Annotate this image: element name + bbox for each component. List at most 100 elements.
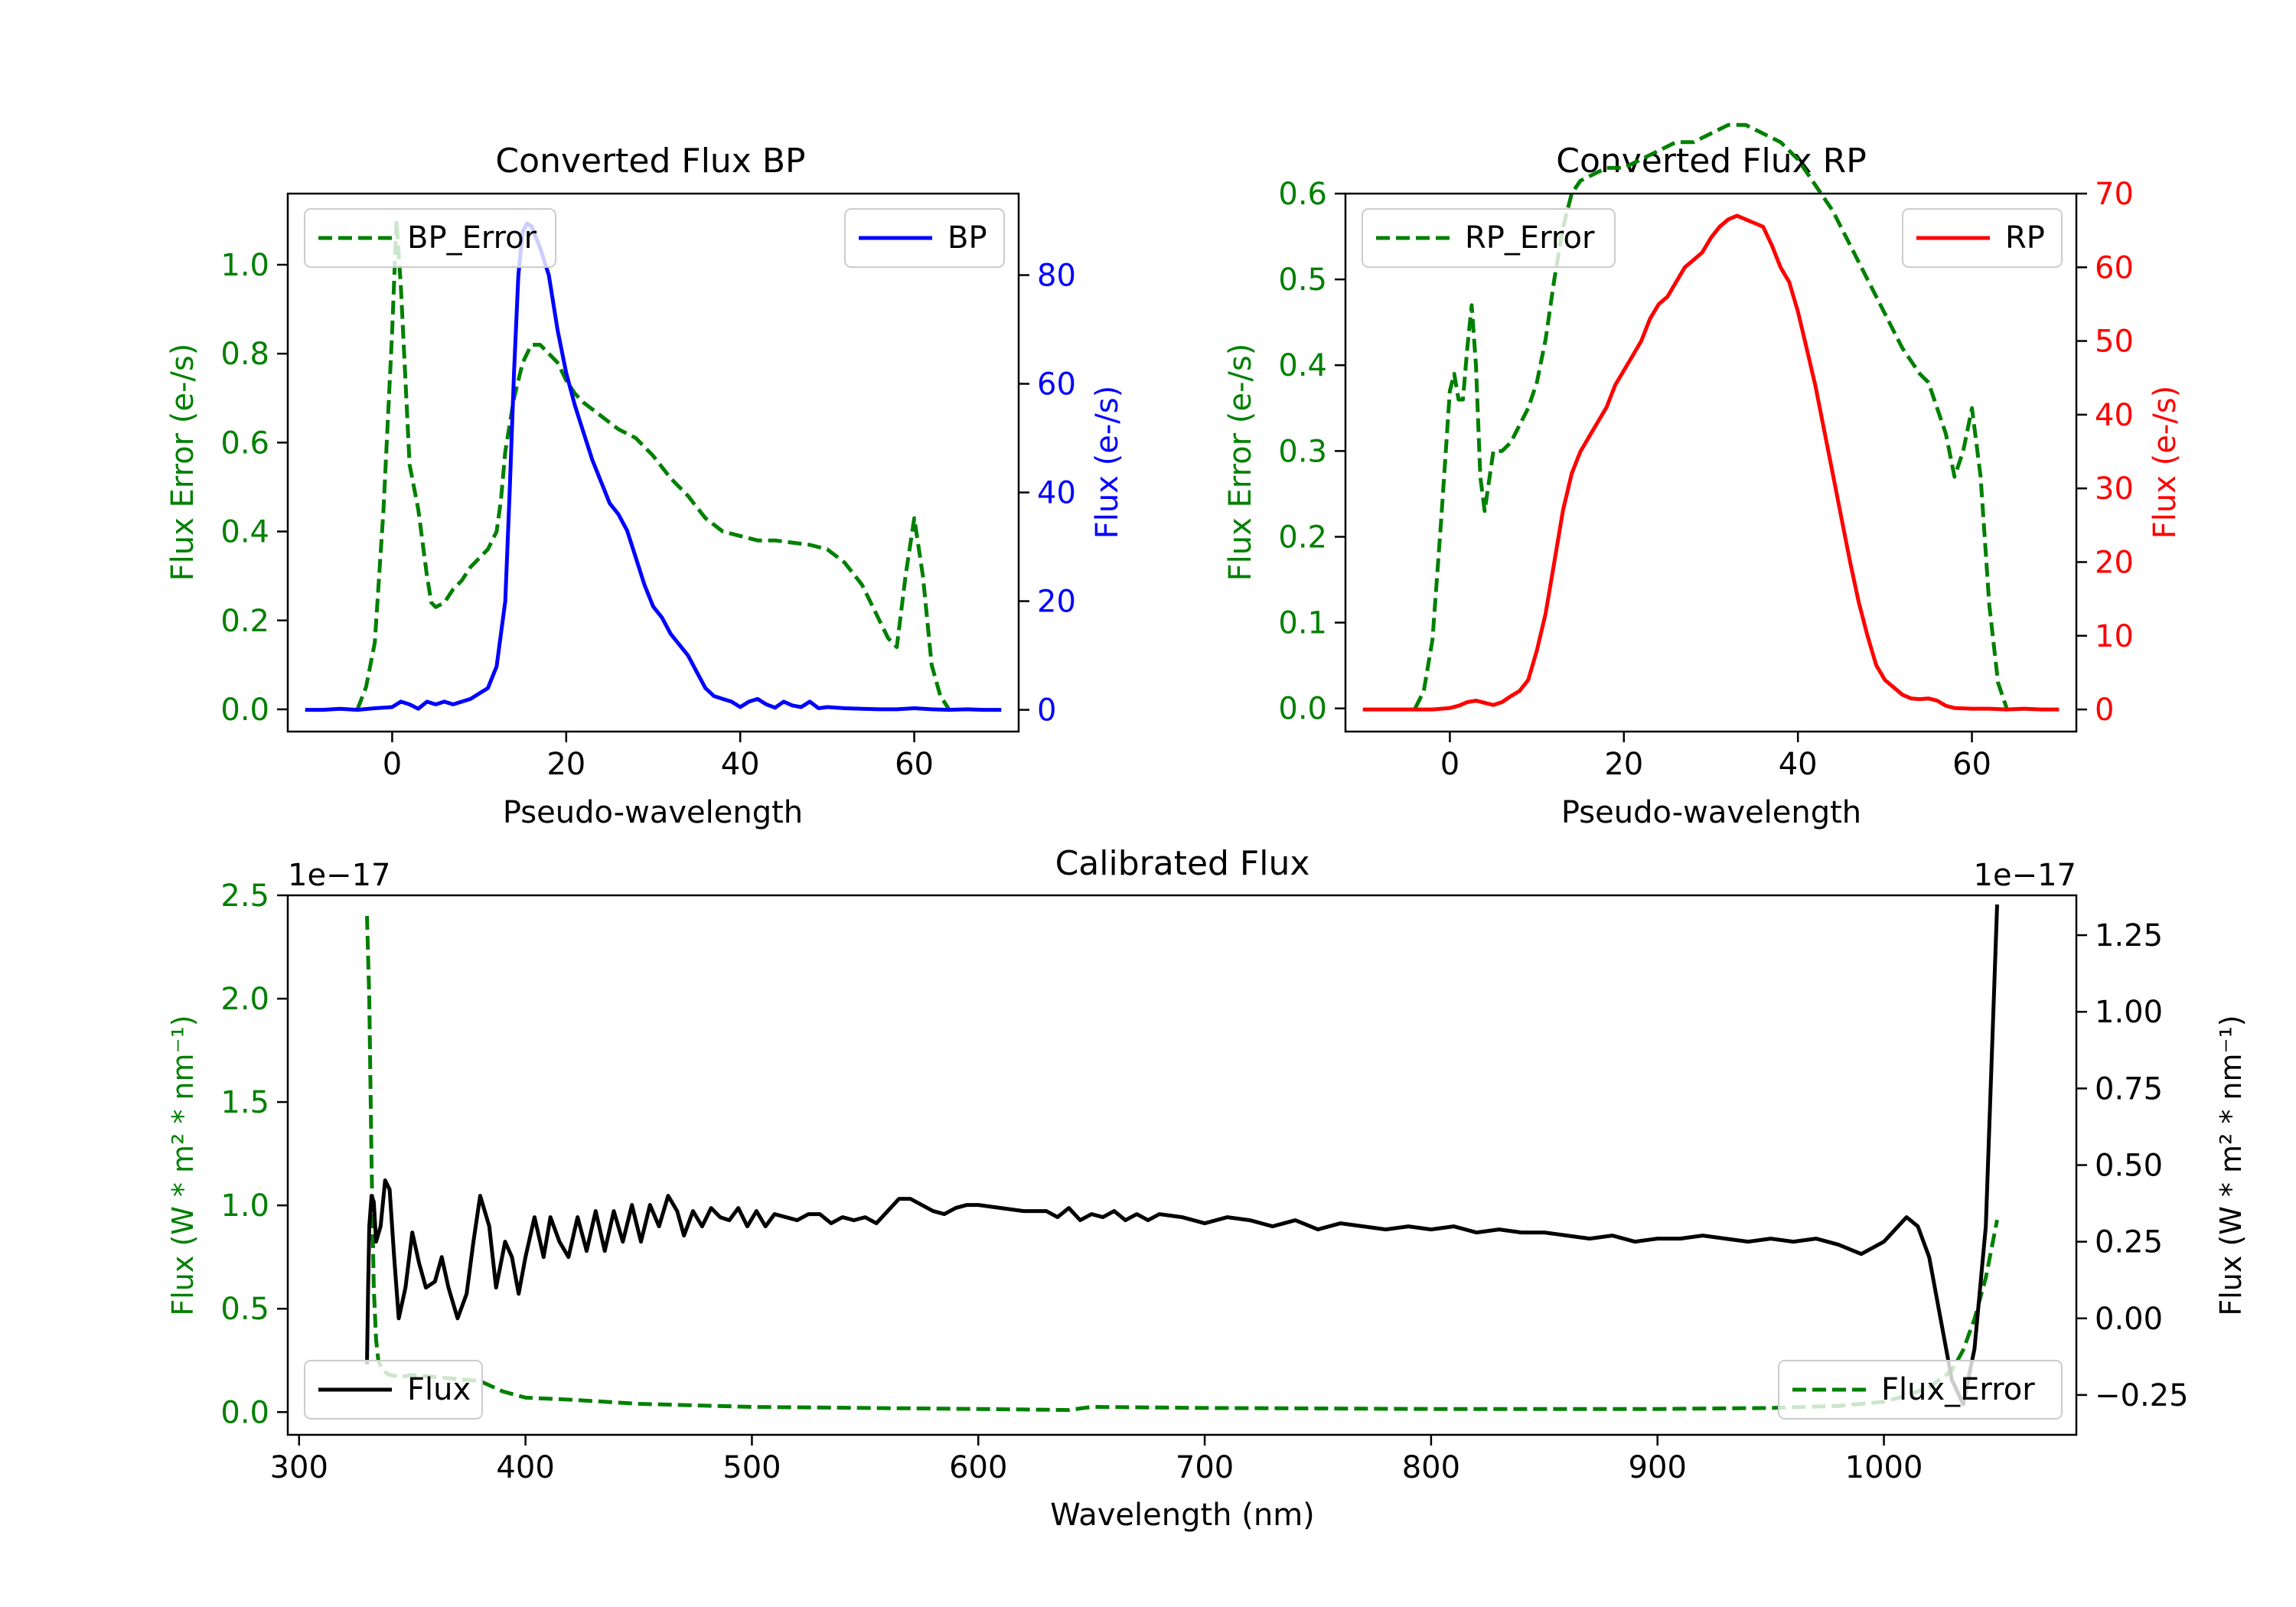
rp-series-rp-error <box>1413 122 2009 709</box>
chart-calibrated-xlabel: Wavelength (nm) <box>1050 1498 1315 1533</box>
bp-left-tick-label: 0.0 <box>220 693 269 728</box>
bp-right-tick-label: 80 <box>1037 259 1076 294</box>
chart-rp-left-ticks: 0.0 0.1 0.2 0.3 0.4 0.5 0.6 <box>1278 177 1345 727</box>
chart-bp: Converted Flux BP 0 20 40 60 0.00.20.40.60.… <box>165 142 1125 830</box>
legend-rp-error: RP_Error <box>1362 208 1616 268</box>
rp-right-tick-label: 0 <box>2095 693 2114 728</box>
calibrated-right-tick-label: −0.25 <box>2095 1378 2189 1413</box>
bp-x-tick-label: 20 <box>546 747 585 782</box>
bp-series-bp <box>305 221 1002 712</box>
chart-rp-frame <box>1344 192 2078 733</box>
rp-right-tick-label: 30 <box>2095 471 2134 507</box>
bp-right-tick-label: 60 <box>1037 367 1076 403</box>
legend-rp-error-box <box>1362 208 1616 268</box>
calibrated-x-tick-label: 400 <box>496 1450 554 1485</box>
rp-right-tick-label: 40 <box>2095 398 2134 433</box>
chart-rp-xlabel: Pseudo-wavelength <box>1561 795 1861 830</box>
chart-calibrated-x-ticks: 300 400 500 600 700 800 900 1000 <box>270 1435 1923 1485</box>
chart-calibrated-right-ticks: −0.25 0.00 0.25 0.50 0.75 1.00 1.25 <box>2076 918 2189 1413</box>
chart-calibrated: Calibrated Flux 300 400 500 600 700 800 900 100… <box>166 844 2248 1533</box>
legend-flux: Flux <box>304 1360 483 1420</box>
chart-calibrated-offset-right: 1e−17 <box>1974 858 2076 893</box>
legend-bp-error: BP_Error <box>304 208 556 268</box>
bp-left-tick-label: 0.6 <box>220 425 269 461</box>
chart-calibrated-left-ticks: 0.0 0.5 1.0 1.5 2.0 2.5 <box>220 878 288 1430</box>
legend-rp-label: RP <box>2005 220 2045 256</box>
chart-calibrated-offset-left: 1e−17 <box>288 858 390 893</box>
calibrated-left-tick-label: 2.0 <box>220 982 269 1017</box>
legend-bp: BP <box>844 208 1005 268</box>
rp-right-tick-label: 60 <box>2095 250 2134 285</box>
legend-flux-label: Flux <box>407 1372 471 1407</box>
chart-bp-right-ticks: 0 20 40 60 80 <box>1019 259 1076 729</box>
chart-bp-xlabel: Pseudo-wavelength <box>503 795 803 830</box>
rp-x-tick-label: 60 <box>1952 747 1991 782</box>
bp-x-tick-label: 40 <box>721 747 760 782</box>
bp-x-tick-label: 60 <box>895 747 934 782</box>
chart-bp-frame <box>286 192 1020 733</box>
calibrated-right-tick-label: 0.50 <box>2095 1149 2163 1184</box>
chart-bp-title: Converted Flux BP <box>495 142 805 181</box>
chart-rp-plot <box>1362 122 2060 712</box>
bp-series-bp-error <box>355 218 951 711</box>
bp-left-tick-label: 1.0 <box>220 248 269 283</box>
legend-rp-error-label: RP_Error <box>1465 220 1595 256</box>
rp-left-tick-label: 0.6 <box>1278 177 1327 212</box>
rp-right-tick-label: 50 <box>2095 324 2134 360</box>
bp-left-tick-label: 0.2 <box>220 604 269 639</box>
calibrated-x-tick-label: 700 <box>1176 1450 1234 1485</box>
rp-left-tick-label: 0.1 <box>1278 606 1327 641</box>
rp-left-tick-label: 0.3 <box>1278 434 1327 469</box>
chart-calibrated-ylabel-right: Flux (W * m² * nm⁻¹) <box>2214 1015 2248 1315</box>
chart-calibrated-title: Calibrated Flux <box>1055 844 1310 883</box>
bp-left-tick-label: 0.4 <box>220 515 269 550</box>
bp-right-tick-label: 20 <box>1037 585 1076 620</box>
bp-left-tick-label: 0.8 <box>220 337 269 372</box>
rp-x-tick-label: 0 <box>1440 747 1459 782</box>
rp-x-tick-label: 40 <box>1779 747 1818 782</box>
chart-bp-ylabel-left: Flux Error (e-/s) <box>165 344 201 582</box>
rp-x-tick-label: 20 <box>1604 747 1643 782</box>
chart-bp-ylabel-right: Flux (e-/s) <box>1090 386 1125 539</box>
chart-rp-x-ticks: 0 20 40 60 <box>1440 732 1991 782</box>
calibrated-left-tick-label: 1.5 <box>220 1085 269 1120</box>
rp-left-tick-label: 0.0 <box>1278 692 1327 727</box>
rp-right-tick-label: 70 <box>2095 177 2134 212</box>
calibrated-series-flux <box>365 904 1999 1407</box>
calibrated-left-tick-label: 1.0 <box>220 1188 269 1224</box>
chart-bp-x-ticks: 0 20 40 60 <box>383 732 934 782</box>
rp-series-rp <box>1362 214 2060 712</box>
rp-left-tick-label: 0.4 <box>1278 348 1327 383</box>
calibrated-left-tick-label: 0.0 <box>220 1395 269 1430</box>
chart-rp: Converted Flux RP 0 20 40 60 0.00.10.20.30.… <box>1223 122 2183 830</box>
calibrated-x-tick-label: 300 <box>270 1450 328 1485</box>
legend-flux-error: Flux_Error <box>1778 1360 2063 1420</box>
calibrated-x-tick-label: 1000 <box>1845 1450 1923 1485</box>
chart-calibrated-ylabel-left: Flux (W * m² * nm⁻¹) <box>166 1015 200 1315</box>
calibrated-x-tick-label: 800 <box>1402 1450 1460 1485</box>
calibrated-left-tick-label: 2.5 <box>220 878 269 914</box>
legend-flux-box <box>304 1360 483 1420</box>
rp-right-tick-label: 20 <box>2095 546 2134 581</box>
calibrated-right-tick-label: 1.25 <box>2095 918 2163 953</box>
calibrated-x-tick-label: 600 <box>949 1450 1007 1485</box>
bp-right-tick-label: 40 <box>1037 476 1076 511</box>
bp-right-tick-label: 0 <box>1037 693 1056 729</box>
legend-flux-error-box <box>1778 1360 2063 1420</box>
calibrated-x-tick-label: 900 <box>1629 1450 1687 1485</box>
chart-rp-title: Converted Flux RP <box>1556 142 1867 181</box>
legend-bp-error-box <box>304 208 556 268</box>
legend-bp-label: BP <box>947 220 987 256</box>
calibrated-right-tick-label: 1.00 <box>2095 995 2163 1030</box>
chart-bp-left-ticks: 0.0 0.2 0.4 0.6 0.8 1.0 <box>220 248 288 728</box>
legend-rp: RP <box>1902 208 2063 268</box>
rp-right-tick-label: 10 <box>2095 619 2134 654</box>
chart-rp-ylabel-right: Flux (e-/s) <box>2148 386 2183 539</box>
calibrated-right-tick-label: 0.25 <box>2095 1225 2163 1260</box>
rp-left-tick-label: 0.5 <box>1278 262 1327 298</box>
chart-bp-plot <box>305 218 1002 712</box>
legend-flux-error-label: Flux_Error <box>1881 1372 2035 1407</box>
legend-bp-error-label: BP_Error <box>407 220 537 256</box>
calibrated-right-tick-label: 0.75 <box>2095 1071 2163 1107</box>
